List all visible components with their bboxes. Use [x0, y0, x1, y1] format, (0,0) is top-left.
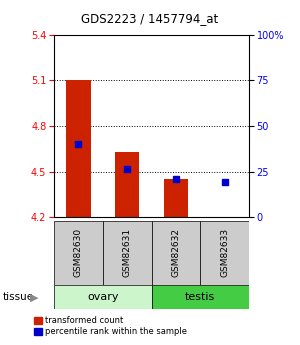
Bar [66, 80, 91, 217]
Bar [54, 285, 152, 309]
Bar [164, 179, 188, 217]
Text: GSM82631: GSM82631 [123, 228, 132, 277]
Text: tissue: tissue [3, 293, 34, 302]
Text: GDS2223 / 1457794_at: GDS2223 / 1457794_at [81, 12, 219, 26]
Bar [103, 221, 152, 285]
Bar [115, 152, 139, 217]
Text: testis: testis [185, 292, 215, 302]
Bar [54, 221, 103, 285]
Text: ovary: ovary [87, 292, 119, 302]
Text: GSM82633: GSM82633 [220, 228, 229, 277]
Text: GSM82632: GSM82632 [171, 228, 180, 277]
Bar [152, 285, 249, 309]
Bar [152, 221, 200, 285]
Text: ▶: ▶ [30, 293, 39, 302]
Bar [200, 221, 249, 285]
Text: GSM82630: GSM82630 [74, 228, 83, 277]
Legend: transformed count, percentile rank within the sample: transformed count, percentile rank withi… [34, 316, 187, 336]
